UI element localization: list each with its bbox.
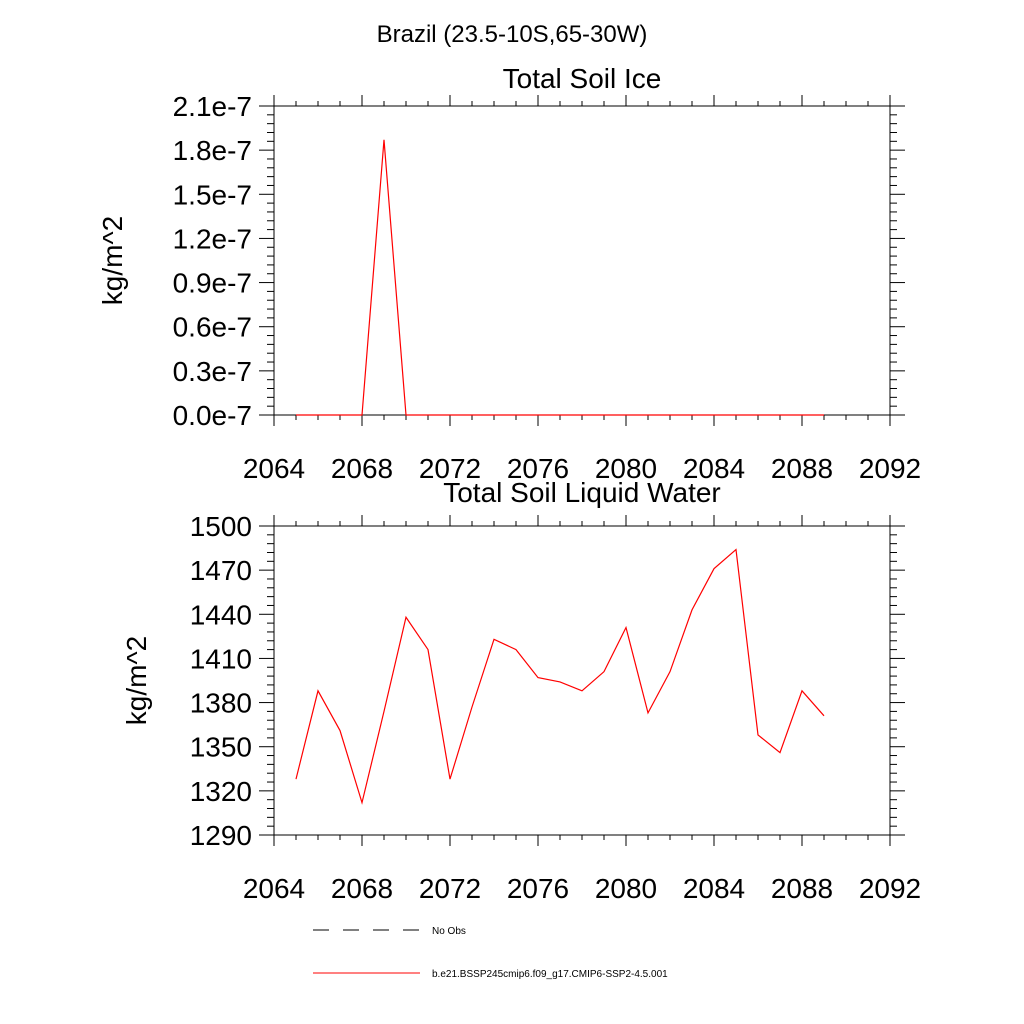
x-tick-label: 2068 bbox=[331, 453, 393, 484]
plot-frame bbox=[273, 525, 891, 836]
chart-title: Total Soil Liquid Water bbox=[443, 477, 721, 508]
y-tick-label: 1.5e-7 bbox=[173, 179, 252, 210]
plot-frame bbox=[273, 105, 891, 416]
legend-label: No Obs bbox=[432, 926, 466, 937]
x-tick-label: 2064 bbox=[243, 453, 305, 484]
x-tick-label: 2072 bbox=[419, 453, 481, 484]
y-axis-label: kg/m^2 bbox=[121, 636, 152, 725]
page-title: Brazil (23.5-10S,65-30W) bbox=[377, 21, 648, 48]
y-tick-label: 1500 bbox=[190, 511, 252, 542]
charts-group: Total Soil Ice kg/m^2 2064 2068 2072 2076 2080… bbox=[97, 63, 921, 904]
x-tick-label: 2064 bbox=[243, 873, 305, 904]
y-tick-label: 1.8e-7 bbox=[173, 135, 252, 166]
x-tick-label: 2076 bbox=[507, 453, 569, 484]
x-tick-label: 2076 bbox=[507, 873, 569, 904]
x-tick-label: 2084 bbox=[683, 873, 745, 904]
chart-title: Total Soil Ice bbox=[503, 63, 662, 94]
y-axis-label: kg/m^2 bbox=[97, 216, 128, 305]
y-tick-label: 0.0e-7 bbox=[173, 400, 252, 431]
legend-item-1: No Obs bbox=[313, 926, 466, 937]
x-tick-label: 2072 bbox=[419, 873, 481, 904]
y-tick-label: 1.2e-7 bbox=[173, 223, 252, 254]
y-tick-label: 2.1e-7 bbox=[173, 91, 252, 122]
series-line-1 bbox=[295, 548, 825, 805]
x-tick-label: 2092 bbox=[859, 453, 921, 484]
legend: No Obs b.e21.BSSP245cmip6.f09_g17.CMIP6-S… bbox=[313, 926, 668, 980]
series-line-1 bbox=[296, 139, 824, 416]
x-tick-label: 2068 bbox=[331, 873, 393, 904]
y-tick-label: 1290 bbox=[190, 820, 252, 851]
x-tick-label: 2080 bbox=[595, 453, 657, 484]
chart-panel-1: Total Soil Ice kg/m^2 2064 2068 2072 2076 2080… bbox=[97, 63, 921, 484]
y-tick-label: 0.6e-7 bbox=[173, 312, 252, 343]
y-tick-label: 1470 bbox=[190, 555, 252, 586]
x-tick-label: 2092 bbox=[859, 873, 921, 904]
chart-panel-2: Total Soil Liquid Water kg/m^2 2064 2068 207… bbox=[121, 477, 921, 904]
y-tick-label: 0.3e-7 bbox=[173, 356, 252, 387]
x-tick-label: 2084 bbox=[683, 453, 745, 484]
y-tick-label: 1320 bbox=[190, 776, 252, 807]
x-tick-label: 2080 bbox=[595, 873, 657, 904]
legend-label: b.e21.BSSP245cmip6.f09_g17.CMIP6-SSP2-4.… bbox=[432, 969, 668, 980]
x-tick-label: 2088 bbox=[771, 873, 833, 904]
legend-item-2: b.e21.BSSP245cmip6.f09_g17.CMIP6-SSP2-4.… bbox=[313, 969, 668, 980]
y-tick-label: 0.9e-7 bbox=[173, 268, 252, 299]
y-tick-label: 1380 bbox=[190, 688, 252, 719]
x-tick-label: 2088 bbox=[771, 453, 833, 484]
y-tick-label: 1410 bbox=[190, 643, 252, 674]
y-tick-label: 1440 bbox=[190, 599, 252, 630]
y-tick-label: 1350 bbox=[190, 732, 252, 763]
